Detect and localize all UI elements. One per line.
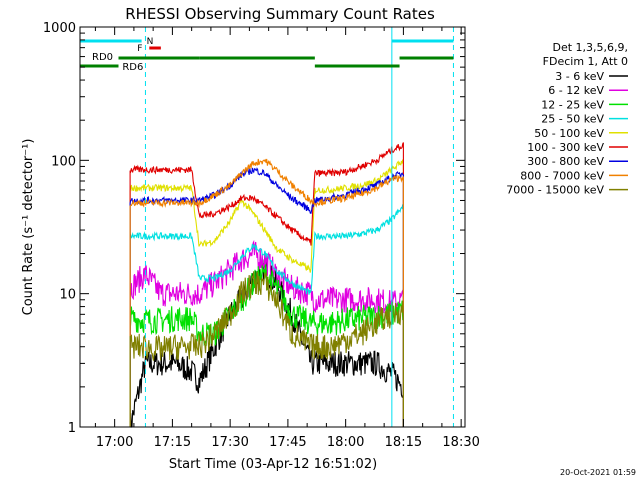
plot-annotations: NF RD0 RD6 — [79, 27, 454, 427]
footer-date: 20-Oct-2021 01:59 — [560, 468, 636, 477]
x-tick-label: 18:00 — [327, 435, 364, 450]
legend-label: 6 - 12 keV — [548, 84, 604, 97]
y-axis-label: Count Rate (s⁻¹ detector⁻¹) — [21, 139, 36, 316]
chart-title: RHESSI Observing Summary Count Rates — [125, 5, 435, 23]
legend-header: FDecim 1, Att 0 — [543, 55, 628, 68]
plot-data — [129, 142, 404, 428]
legend-header: Det 1,3,5,6,9, — [552, 41, 628, 54]
plot-frame — [79, 26, 466, 428]
series-line-6 — [129, 142, 404, 427]
x-tick-label: 18:15 — [385, 435, 422, 450]
legend-label: 7000 - 15000 keV — [506, 184, 604, 197]
legend-label: 800 - 7000 keV — [520, 169, 604, 182]
series-line-8 — [129, 158, 404, 427]
y-tick-label: 100 — [51, 154, 76, 169]
x-tick-label: 18:30 — [442, 435, 479, 450]
x-tick-label: 17:15 — [154, 435, 191, 450]
x-axis-label: Start Time (03-Apr-12 16:51:02) — [169, 457, 377, 472]
legend-label: 25 - 50 keV — [541, 113, 604, 126]
y-tick-label: 1000 — [43, 21, 76, 36]
x-tick-label: 17:00 — [96, 435, 133, 450]
rd0-label: RD0 — [92, 52, 113, 63]
axes: 1 10 100 1000 17:00 17:15 17:30 17:45 18:00 18:15… — [43, 21, 480, 450]
x-tick-label: 17:30 — [211, 435, 248, 450]
y-tick-label: 10 — [59, 288, 76, 303]
legend-label: 100 - 300 keV — [527, 141, 604, 154]
series-line-4 — [129, 204, 404, 427]
series-line-9 — [129, 270, 404, 427]
legend-label: 50 - 100 keV — [534, 127, 604, 140]
legend: Det 1,3,5,6,9,FDecim 1, Att 0 3 - 6 keV6 … — [506, 41, 628, 197]
legend-label: 12 - 25 keV — [541, 98, 604, 111]
x-tick-label: 17:45 — [269, 435, 306, 450]
series-line-5 — [129, 159, 404, 427]
legend-label: 3 - 6 keV — [555, 70, 604, 83]
flare-label: F — [137, 44, 142, 54]
y-tick-label: 1 — [68, 421, 76, 436]
legend-label: 300 - 800 keV — [527, 155, 604, 168]
rd6-label: RD6 — [122, 62, 143, 73]
series-line-7 — [129, 167, 404, 427]
night-label: N — [147, 37, 154, 47]
